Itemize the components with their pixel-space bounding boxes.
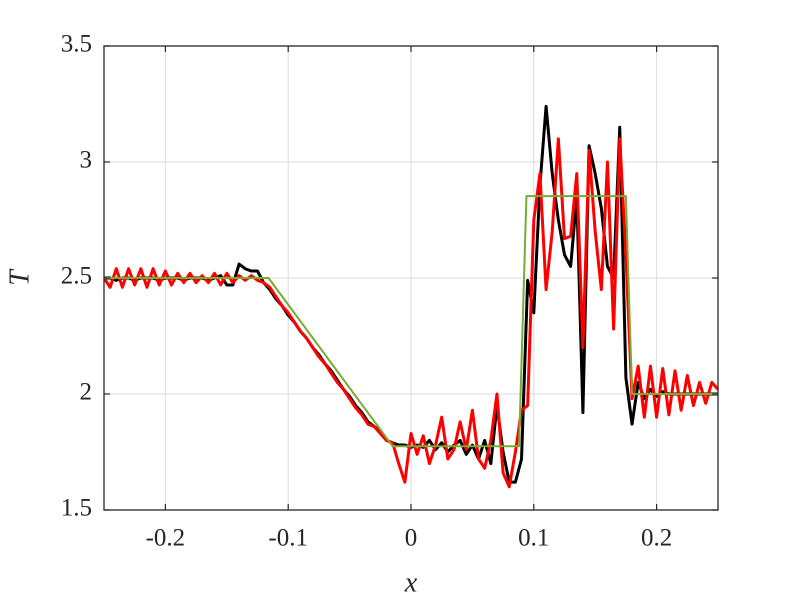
y-tick-label: 2 [80, 379, 93, 406]
y-tick-label: 2.5 [61, 263, 92, 290]
x-tick-label: -0.2 [146, 525, 186, 552]
x-tick-label: 0.2 [641, 525, 672, 552]
y-tick-label: 3 [80, 147, 93, 174]
ticks: -0.2 -0.1 0 0.1 0.2 1.5 2 2.5 3 3.5 [61, 31, 718, 552]
y-tick-label: 1.5 [61, 495, 92, 522]
x-tick-label: -0.1 [268, 525, 308, 552]
data-line [104, 195, 718, 448]
y-tick-label: 3.5 [61, 31, 92, 58]
x-tick-label: 0.1 [518, 525, 549, 552]
lines [104, 104, 718, 489]
x-axis-label: x [404, 567, 418, 598]
data-line [104, 137, 718, 489]
y-axis-label: T [4, 268, 35, 286]
x-tick-label: 0 [405, 525, 418, 552]
